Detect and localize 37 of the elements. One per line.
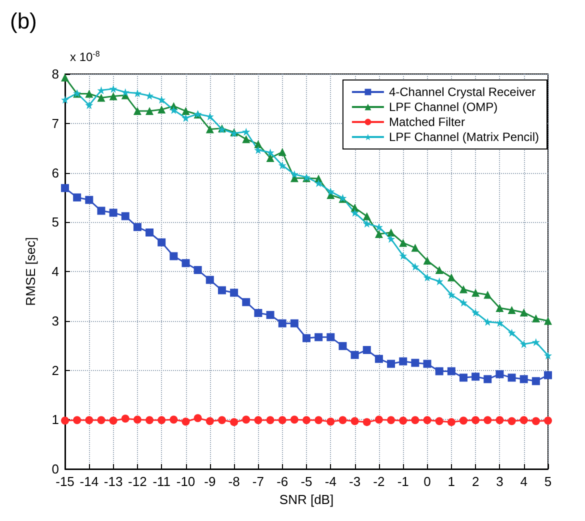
x-tick-label: -9 — [204, 474, 216, 489]
x-axis-title: SNR [dB] — [279, 492, 334, 507]
y-tick-label: 7 — [52, 116, 59, 131]
x-tick-label: -15 — [56, 474, 74, 489]
x-tick-label: -12 — [128, 474, 147, 489]
x-tick-label: 0 — [424, 474, 431, 489]
y-tick-label: 0 — [52, 462, 59, 476]
x-tick-label: -2 — [373, 474, 385, 489]
x-tick-label: -7 — [252, 474, 264, 489]
y-axis-title: RMSE [sec] — [23, 237, 38, 306]
x-tick-label: -6 — [276, 474, 288, 489]
y-tick-label: 8 — [52, 66, 59, 82]
y-tick-label: 5 — [52, 214, 59, 230]
legend-label: LPF Channel (OMP) — [388, 100, 498, 114]
x-tick-label: 5 — [544, 474, 552, 489]
x-tick-label: -1 — [397, 474, 409, 489]
y-tick-label: 3 — [52, 313, 59, 328]
x-tick-label: 1 — [448, 474, 456, 489]
text: (b) — [10, 8, 37, 34]
legend-label: LPF Channel (Matrix Pencil) — [388, 130, 540, 144]
y-tick-label: 6 — [52, 165, 59, 180]
x-tick-label: 4 — [520, 474, 528, 489]
x-tick-label: -10 — [176, 474, 196, 489]
y-tick-label: 4 — [52, 264, 59, 279]
x-tick-label: -3 — [349, 474, 361, 489]
x-tick-label: -14 — [80, 474, 99, 489]
x-tick-label: 2 — [472, 474, 480, 489]
x-tick-label: -13 — [104, 474, 123, 489]
y-tick-label: 2 — [52, 362, 59, 378]
x-tick-label: -11 — [152, 474, 171, 489]
x-tick-label: -5 — [300, 474, 312, 489]
x-tick-label: -8 — [228, 474, 240, 489]
x-tick-label: 3 — [496, 474, 504, 489]
x-tick-label: -4 — [324, 474, 336, 489]
legend-label: Matched Filter — [388, 115, 465, 129]
y-tick-label: 1 — [52, 412, 59, 428]
legend-label: 4-Channel Crystal Receiver — [388, 85, 536, 99]
